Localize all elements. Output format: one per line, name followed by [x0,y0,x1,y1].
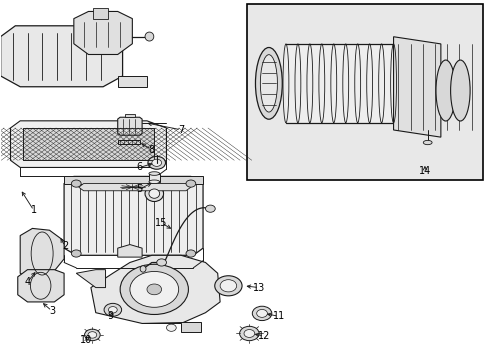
Ellipse shape [149,189,159,198]
Circle shape [214,276,242,296]
Text: 1: 1 [31,206,37,216]
Ellipse shape [149,180,159,184]
Text: 14: 14 [418,166,430,176]
Text: 8: 8 [148,144,155,154]
Text: 12: 12 [257,331,270,341]
Text: 7: 7 [178,125,184,135]
Text: 5: 5 [136,184,142,194]
Polygon shape [20,228,64,280]
Circle shape [220,280,236,292]
Polygon shape [79,184,190,191]
Polygon shape [118,244,142,257]
Text: 10: 10 [80,334,92,345]
Polygon shape [149,174,159,182]
Circle shape [157,259,166,266]
Circle shape [185,250,195,257]
Circle shape [71,250,81,257]
Polygon shape [124,114,135,117]
Ellipse shape [145,32,154,41]
Circle shape [108,307,117,313]
Circle shape [152,159,161,166]
Text: 3: 3 [49,306,55,316]
Ellipse shape [423,140,431,145]
Polygon shape [93,8,108,19]
Circle shape [71,180,81,187]
Polygon shape [142,321,200,332]
Text: 13: 13 [252,283,264,293]
Polygon shape [118,76,147,87]
Circle shape [84,329,100,341]
Circle shape [130,271,178,307]
Text: 2: 2 [62,241,68,251]
Text: 11: 11 [272,311,284,321]
Polygon shape [393,37,440,137]
Polygon shape [76,270,105,288]
Polygon shape [10,121,166,167]
Bar [246,4,483,180]
Ellipse shape [145,186,163,202]
Text: 6: 6 [136,162,142,172]
Circle shape [147,284,161,295]
Polygon shape [285,44,393,123]
Polygon shape [18,270,64,302]
Ellipse shape [140,266,146,272]
Circle shape [185,180,195,187]
Circle shape [148,156,165,169]
Polygon shape [64,176,203,184]
Ellipse shape [255,48,282,119]
Circle shape [252,306,271,320]
Polygon shape [91,255,220,323]
Circle shape [104,303,122,316]
Ellipse shape [149,172,159,175]
Text: 15: 15 [155,218,167,228]
Circle shape [239,326,259,341]
Ellipse shape [449,60,469,121]
Circle shape [166,324,176,331]
Ellipse shape [435,60,454,121]
Polygon shape [118,117,142,135]
Polygon shape [0,26,122,87]
Circle shape [120,264,188,315]
Ellipse shape [260,55,277,112]
Circle shape [256,310,267,318]
Circle shape [88,332,97,338]
Circle shape [205,205,215,212]
Text: 9: 9 [107,311,113,321]
Bar [22,128,154,160]
Circle shape [244,329,254,337]
Text: 4: 4 [24,277,31,287]
Polygon shape [74,12,132,54]
Polygon shape [118,140,140,144]
Polygon shape [64,176,203,255]
